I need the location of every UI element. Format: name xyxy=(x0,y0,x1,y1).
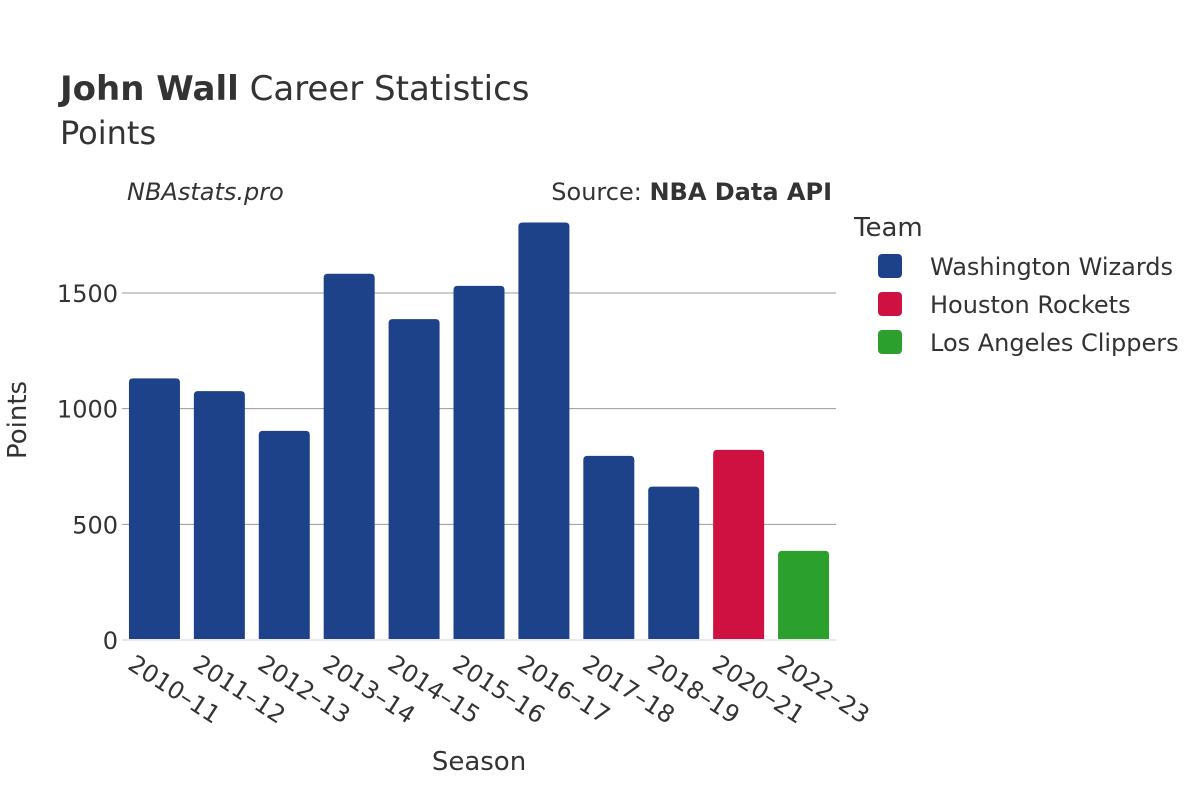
legend-swatch xyxy=(878,254,902,278)
chart-title-rest: Career Statistics xyxy=(239,69,530,109)
legend-title: Team xyxy=(853,213,923,243)
bar xyxy=(258,430,310,640)
chart-subtitle: Points xyxy=(60,114,156,152)
source-name: NBA Data API xyxy=(649,178,832,206)
bar xyxy=(453,285,505,640)
x-tick-labels: 2010–112011–122012–132013–142014–152015–… xyxy=(123,650,874,730)
bars xyxy=(128,222,830,640)
bar xyxy=(193,391,245,640)
y-tick-label: 0 xyxy=(103,627,118,655)
source-credit: Source: NBA Data API xyxy=(551,178,832,206)
bar xyxy=(713,449,765,640)
y-tick-label: 500 xyxy=(72,511,118,539)
y-tick-label: 1500 xyxy=(57,280,118,308)
source-prefix: Source: xyxy=(551,178,649,206)
legend-label: Los Angeles Clippers xyxy=(930,329,1179,357)
bar xyxy=(778,550,830,640)
bar xyxy=(323,273,375,640)
legend-label: Houston Rockets xyxy=(930,291,1131,319)
bar xyxy=(583,455,635,640)
watermark: NBAstats.pro xyxy=(127,178,284,206)
bar xyxy=(128,378,180,640)
legend-swatch xyxy=(878,330,902,354)
bar xyxy=(648,486,700,640)
x-axis-label: Season xyxy=(432,747,526,777)
legend: Team Washington Wizards Houston Rockets Lo… xyxy=(853,213,1179,357)
chart-title-bold: John Wall xyxy=(58,69,239,109)
legend-swatch xyxy=(878,292,902,316)
legend-label: Washington Wizards xyxy=(930,253,1173,281)
y-tick-label: 1000 xyxy=(57,396,118,424)
y-axis-label: Points xyxy=(3,381,33,459)
bar xyxy=(518,222,570,640)
chart-title: John Wall Career Statistics xyxy=(58,69,529,109)
y-tick-labels: 0 500 1000 1500 xyxy=(57,280,118,655)
bar xyxy=(388,319,440,640)
